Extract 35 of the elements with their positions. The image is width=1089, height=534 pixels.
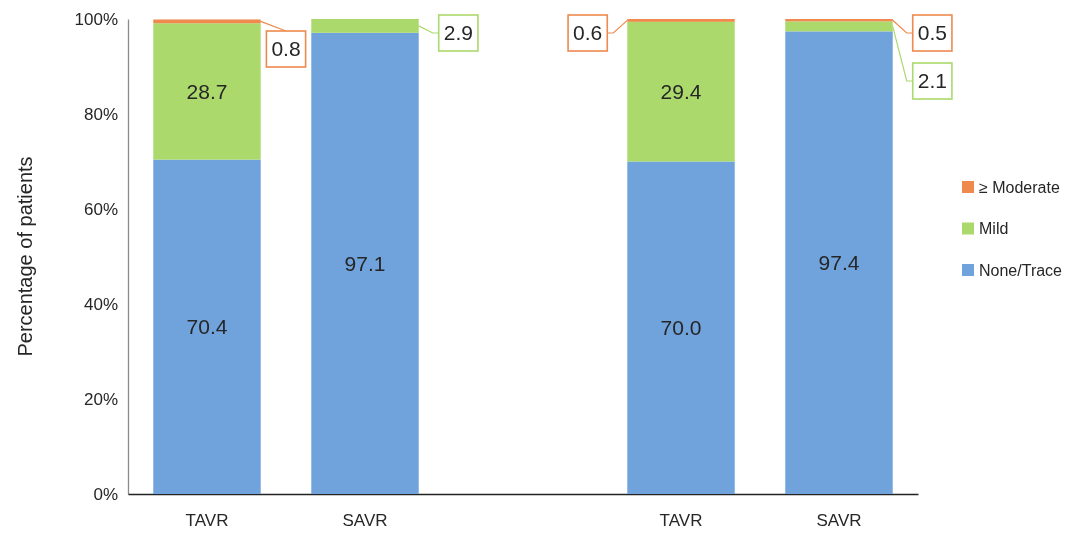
bar bbox=[627, 21, 735, 162]
x-tick-label: SAVR bbox=[816, 511, 862, 531]
y-tick-label: 0% bbox=[93, 484, 118, 504]
data-label: 70.0 bbox=[660, 316, 702, 340]
x-tick-label: TAVR bbox=[185, 511, 229, 531]
data-label: 0.5 bbox=[917, 21, 947, 45]
bar bbox=[627, 161, 735, 494]
data-label: 28.7 bbox=[186, 79, 228, 103]
y-axis-title: Percentage of patients bbox=[14, 156, 36, 357]
data-label: 2.9 bbox=[443, 21, 473, 45]
bar bbox=[785, 21, 893, 32]
bar bbox=[311, 32, 419, 494]
y-tick-label: 80% bbox=[83, 104, 118, 124]
data-label: 70.4 bbox=[186, 315, 228, 339]
x-tick-label: SAVR bbox=[342, 511, 388, 531]
y-tick-label: 40% bbox=[83, 294, 118, 314]
y-tick-label: 60% bbox=[83, 199, 118, 219]
bar bbox=[785, 31, 893, 494]
bar bbox=[627, 19, 735, 22]
legend-label: Mild bbox=[979, 220, 1009, 238]
data-label: 97.1 bbox=[344, 251, 386, 275]
y-tick-label: 100% bbox=[74, 9, 118, 29]
bar bbox=[153, 19, 261, 24]
legend-label: ≥ Moderate bbox=[979, 178, 1060, 196]
data-label: 0.6 bbox=[573, 21, 603, 45]
bar bbox=[153, 159, 261, 494]
data-label: 97.4 bbox=[818, 251, 860, 275]
x-tick-label: TAVR bbox=[659, 511, 703, 531]
bar bbox=[311, 19, 419, 33]
bar bbox=[153, 23, 261, 160]
data-label: 29.4 bbox=[660, 80, 702, 104]
data-label: 0.8 bbox=[271, 37, 301, 61]
y-tick-label: 20% bbox=[83, 389, 118, 409]
legend-label: None/Trace bbox=[979, 261, 1063, 279]
data-label: 2.1 bbox=[917, 69, 947, 93]
